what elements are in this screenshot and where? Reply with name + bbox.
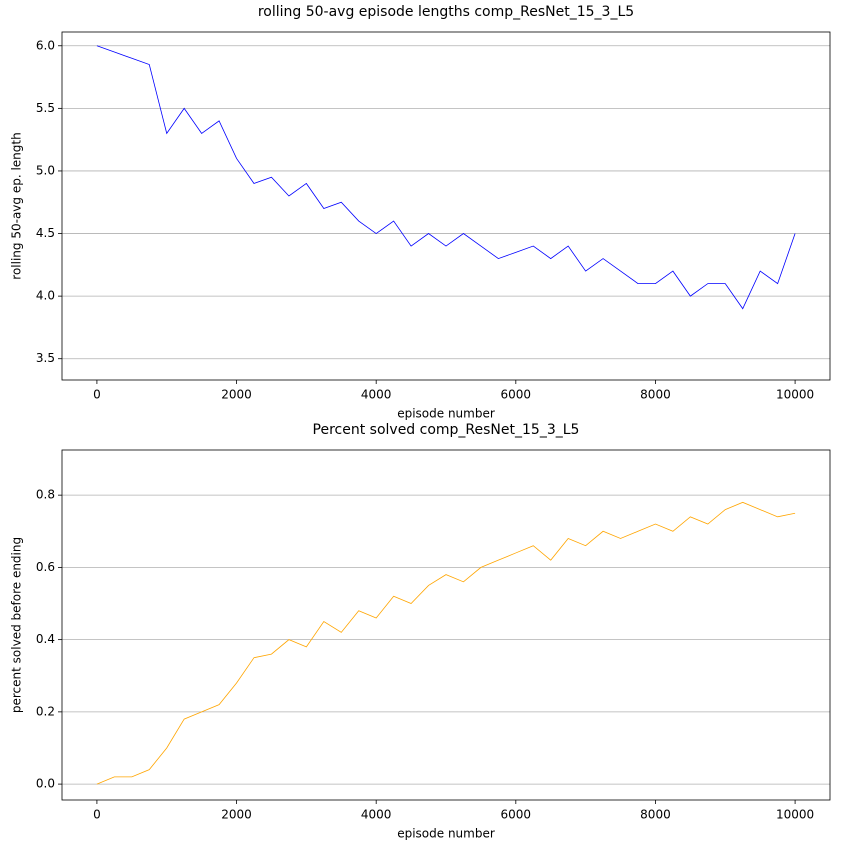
x-tick-label: 6000 [501,388,532,402]
axes-frame [61,449,831,801]
x-tick-label: 10000 [776,388,814,402]
data-line [96,501,796,785]
x-tick-label: 2000 [221,388,252,402]
x-tick-label: 4000 [361,388,392,402]
y-tick-label: 0.2 [36,704,55,718]
x-tick-label: 0 [93,388,101,402]
y-tick-label: 6.0 [36,38,55,52]
x-tick-label: 10000 [776,808,814,822]
x-tick-label: 2000 [221,808,252,822]
y-tick-label: 4.0 [36,289,55,303]
y-tick-label: 4.5 [36,226,55,240]
x-tick-label: 4000 [361,808,392,822]
x-tick-label: 0 [93,808,101,822]
y-tick-label: 5.0 [36,163,55,177]
x-axis-label: episode number [397,407,495,421]
y-tick-label: 0.0 [36,777,55,791]
chart-title: rolling 50-avg episode lengths comp_ResN… [258,4,634,20]
y-tick-label: 0.4 [36,632,55,646]
chart-title: Percent solved comp_ResNet_15_3_L5 [313,422,580,438]
y-tick-label: 0.6 [36,560,55,574]
y-tick-label: 5.5 [36,101,55,115]
x-axis-label: episode number [397,827,495,841]
x-tick-label: 8000 [640,808,671,822]
y-axis-label: rolling 50-avg ep. length [10,132,24,279]
x-tick-label: 8000 [640,388,671,402]
x-tick-label: 6000 [501,808,532,822]
data-line [96,45,796,310]
y-tick-label: 0.8 [36,488,55,502]
y-tick-label: 3.5 [36,351,55,365]
y-axis-label: percent solved before ending [10,537,24,713]
axes-frame [61,31,831,381]
